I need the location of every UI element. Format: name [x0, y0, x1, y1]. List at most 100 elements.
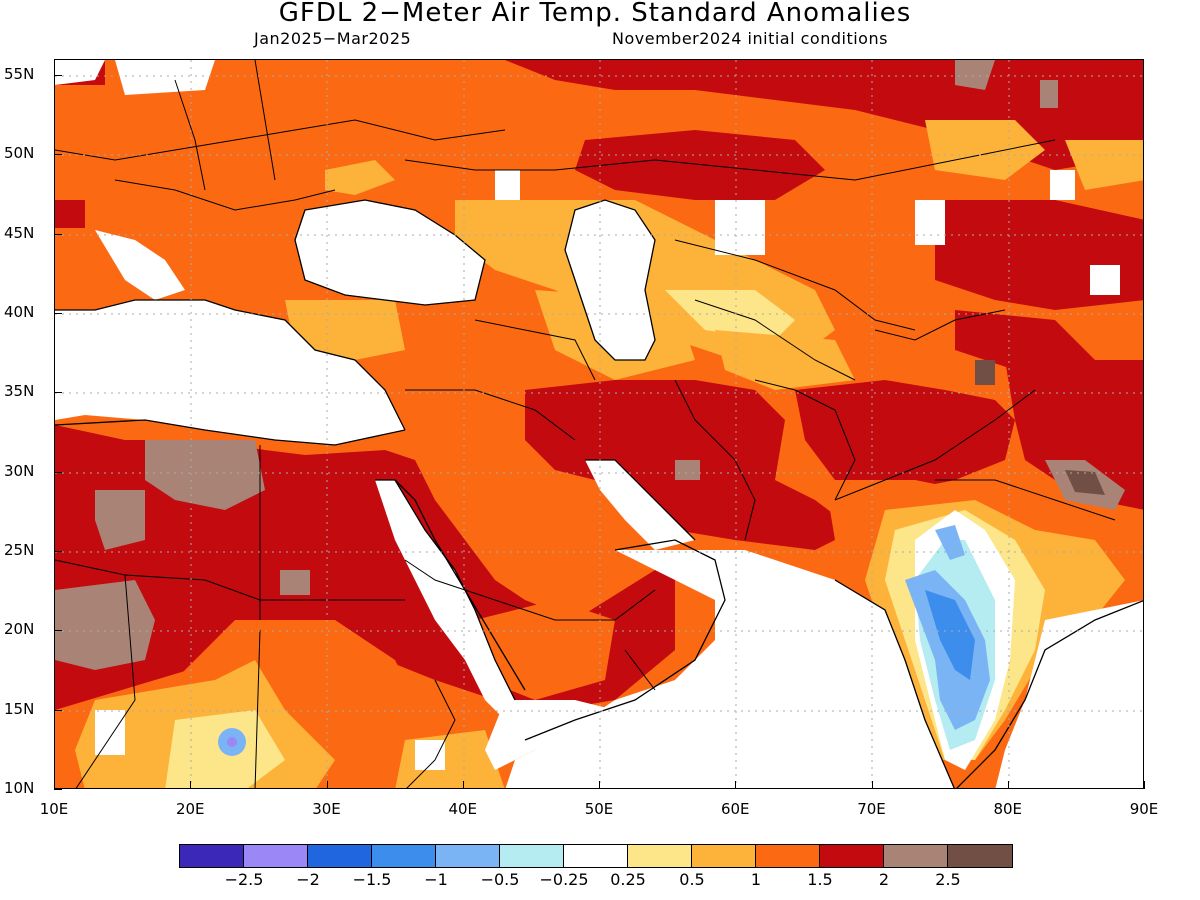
anomaly-tibet-very-high [1065, 470, 1105, 495]
colorbar-swatch [820, 845, 884, 867]
lat-tick [54, 233, 62, 235]
colorbar-label: 2 [878, 870, 890, 889]
lat-tick [54, 74, 62, 76]
lon-tick-label: 40E [448, 800, 478, 818]
lat-tick-label: 45N [4, 223, 35, 242]
colorbar-label: 0.5 [679, 870, 705, 889]
anomaly-kazakhstan-yellow [665, 290, 795, 340]
anomaly-ukraine-yellow [325, 160, 395, 195]
masked-lake-1 [715, 200, 765, 255]
anomaly-saudi-south-orange [475, 600, 615, 700]
anomaly-turkey-light [285, 300, 405, 360]
lon-tick-label: 10E [39, 800, 69, 818]
map-plot-area [54, 59, 1144, 789]
anomaly-india-core [925, 590, 975, 680]
colorbar-label: 1 [750, 870, 762, 889]
lon-tick [599, 781, 600, 789]
lon-tick-label: 30E [312, 800, 341, 818]
colorbar-swatch [436, 845, 500, 867]
colorbar-swatch [756, 845, 820, 867]
lat-tick-label: 40N [4, 302, 35, 321]
subtitle-initial-conditions: November2024 initial conditions [612, 29, 888, 48]
lon-tick [1144, 781, 1145, 789]
map-title: GFDL 2−Meter Air Temp. Standard Anomalie… [278, 0, 912, 28]
colorbar-swatch [500, 845, 564, 867]
masked-lake-4 [495, 170, 520, 200]
anomaly-mongolia-high [955, 60, 995, 90]
lon-tick [54, 781, 55, 789]
colorbar-label: 2.5 [935, 870, 961, 889]
anomaly-libya-high [145, 440, 265, 510]
colorbar-label: −1 [424, 870, 448, 889]
anomaly-map [55, 60, 1143, 788]
colorbar-swatch [308, 845, 372, 867]
lon-tick-label: 90E [1129, 800, 1159, 818]
lon-tick [871, 781, 873, 789]
colorbar-swatch [244, 845, 308, 867]
masked-lake-5 [1050, 170, 1075, 200]
masked-lake-3 [1090, 265, 1120, 295]
colorbar-swatch [692, 845, 756, 867]
lon-tick-label: 20E [175, 800, 205, 818]
colorbar-swatch [564, 845, 628, 867]
lat-tick-label: 30N [4, 461, 35, 480]
anomaly-west-china-darkred [955, 310, 1095, 370]
anomaly-saudi-orange [465, 460, 555, 530]
lat-tick [54, 630, 62, 632]
sea-adriatic [95, 230, 185, 300]
anomaly-tibet-darkred [1005, 360, 1143, 510]
colorbar-swatch [948, 845, 1012, 867]
lat-tick-label: 15N [4, 699, 35, 718]
lat-tick-label: 35N [4, 382, 35, 401]
colorbar-label: 1.5 [807, 870, 833, 889]
lon-tick [190, 781, 192, 789]
colorbar-swatch [628, 845, 692, 867]
subtitle-period: Jan2025−Mar2025 [254, 29, 412, 48]
sea-mediterranean [55, 300, 405, 445]
lon-tick-label: 50E [584, 800, 614, 818]
sea-bay-of-bengal [995, 600, 1143, 788]
lon-tick-label: 60E [720, 800, 750, 818]
colorbar-label: −0.5 [480, 870, 520, 889]
sea-black-sea [295, 200, 485, 305]
anomaly-north-light-2 [1065, 140, 1143, 190]
sea-white-north [115, 60, 215, 95]
anomaly-chad-west-high [55, 580, 155, 670]
lat-tick [54, 154, 62, 156]
anomaly-egypt-spot [280, 570, 310, 595]
colorbar-label: −2.5 [224, 870, 264, 889]
lat-tick-label: 55N [4, 64, 35, 83]
anomaly-saudi-spot [675, 460, 700, 480]
sea-caspian [565, 200, 655, 360]
lat-tick-label: 25N [4, 540, 35, 559]
colorbar [179, 844, 1013, 868]
sea-persian-gulf [585, 460, 695, 550]
colorbar-swatch [884, 845, 948, 867]
colorbar-swatch [180, 845, 244, 867]
country-borders [55, 60, 1116, 788]
colorbar-label: 0.25 [610, 870, 646, 889]
sea-arabian-sea [505, 550, 955, 788]
anomaly-russia-spot [1040, 80, 1058, 108]
lat-tick-label: 10N [4, 779, 35, 797]
lat-tick-label: 20N [4, 620, 35, 639]
anomaly-darfur-core [227, 737, 237, 747]
masked-lake-2 [915, 200, 945, 245]
colorbar-label: −2 [296, 870, 320, 889]
anomaly-india-north-cold [935, 525, 965, 560]
lat-tick [54, 471, 62, 473]
anomaly-tibet-spot [975, 360, 995, 385]
lat-tick [54, 789, 62, 790]
lat-tick [54, 392, 62, 394]
coastlines [55, 199, 1143, 788]
lat-tick [54, 550, 62, 552]
lon-tick-label: 80E [993, 800, 1023, 818]
lon-tick [735, 781, 737, 789]
lon-tick [326, 781, 328, 789]
sea-red-sea [375, 480, 515, 720]
colorbar-label: −0.25 [539, 870, 589, 889]
lon-tick-label: 70E [857, 800, 886, 818]
lat-tick [54, 312, 62, 314]
anomaly-central-asia-light [715, 330, 855, 390]
colorbar-swatch [372, 845, 436, 867]
